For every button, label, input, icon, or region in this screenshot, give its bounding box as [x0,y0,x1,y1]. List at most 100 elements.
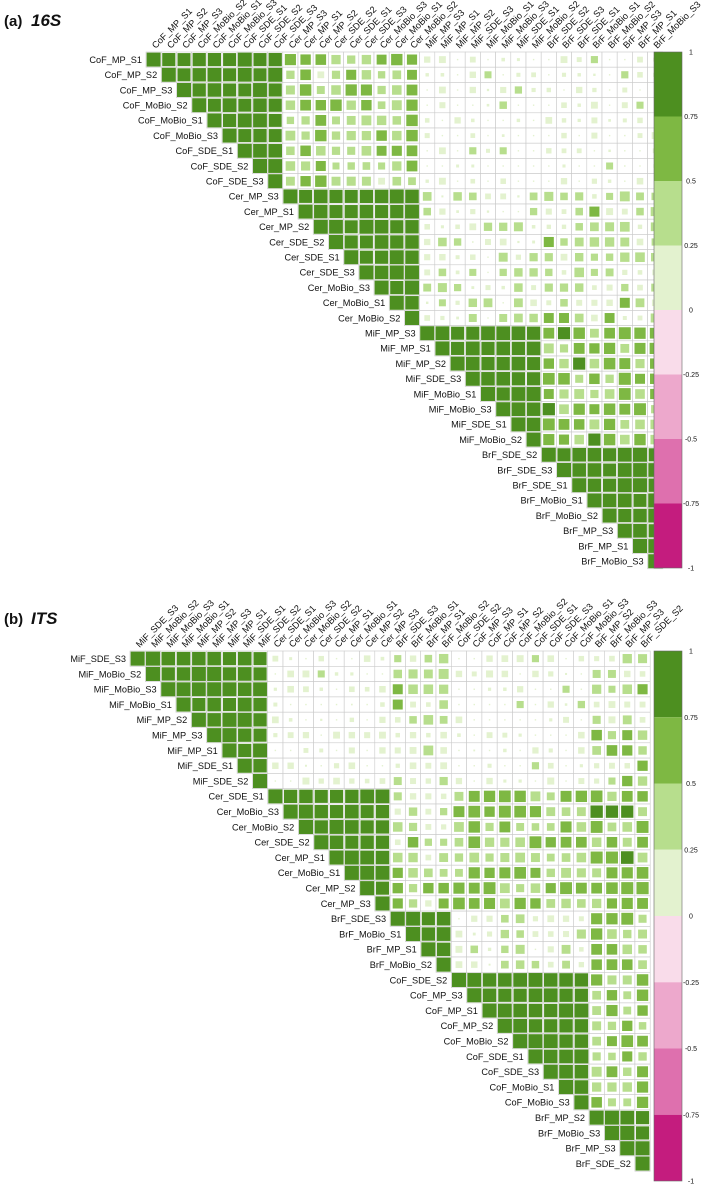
correlation-square [574,1080,589,1094]
row-label: MiF_MP_S1 [167,746,218,756]
row-label: CoF_SDE_S3 [481,1067,539,1077]
colorbar-segment [654,439,682,504]
correlation-square [542,372,555,385]
panel-b-colorbar: 1 0.75 0.5 0.25 0 -0.25 -0.5 -0.75 -1 [653,649,699,1186]
correlation-square [375,881,390,895]
correlation-square [485,822,494,832]
correlation-square [375,820,390,834]
row-label: CoF_MP_S3 [120,85,173,95]
correlation-square [559,404,569,415]
colorbar-segment [654,783,682,850]
correlation-square [543,236,554,248]
correlation-square [439,208,446,215]
correlation-square [424,238,431,246]
correlation-square [637,836,648,848]
correlation-square [499,238,507,246]
correlation-square [395,763,400,768]
correlation-square [191,712,206,727]
row-label: CoF_MoBio_S1 [138,116,203,126]
correlation-square [487,317,489,319]
correlation-square [405,311,419,325]
correlation-square [624,58,626,61]
correlation-square [517,104,520,106]
correlation-square [456,164,460,168]
correlation-square [590,851,603,864]
correlation-square [604,237,615,247]
correlation-square [207,53,221,67]
correlation-square [635,359,645,369]
correlation-square [618,388,631,400]
correlation-square [331,131,341,140]
correlation-square [514,283,523,292]
correlation-square [639,165,641,167]
correlation-square [423,882,434,894]
correlation-square [455,868,463,877]
correlation-square [333,763,340,769]
correlation-square [315,175,327,187]
correlation-square [622,775,633,787]
correlation-square [393,669,402,679]
correlation-square [559,973,573,987]
correlation-square [639,89,641,91]
correlation-square [544,1003,558,1018]
correlation-square [559,358,569,369]
correlation-square [346,100,356,110]
correlation-square [575,253,584,262]
correlation-square [576,868,586,878]
correlation-square [592,669,601,678]
correlation-square [192,651,206,666]
colorbar-tick-label: 0.75 [684,114,698,121]
correlation-square [406,145,418,157]
correlation-square [454,284,462,292]
correlation-square [621,102,628,109]
correlation-square [207,713,221,727]
correlation-square [563,716,570,723]
correlation-square [634,403,646,416]
correlation-square [408,684,418,695]
correlation-square [499,147,507,155]
correlation-square [501,914,509,923]
correlation-square [544,1019,558,1033]
correlation-square [542,418,555,431]
correlation-square [534,780,537,782]
correlation-square [637,852,648,863]
correlation-square [405,250,419,264]
colorbar-tick-label: 0 [689,914,693,921]
correlation-square [511,356,526,371]
correlation-square [455,255,460,260]
correlation-square [360,881,375,896]
correlation-square [545,883,556,894]
row-label: Cer_MoBio_S1 [323,298,385,308]
correlation-square [300,176,311,187]
correlation-square [237,682,252,697]
correlation-square [405,280,419,295]
row-label: Cer_MP_S2 [259,222,309,232]
correlation-square [606,745,618,756]
correlation-square [622,822,633,832]
correlation-square [547,777,555,785]
correlation-square [483,298,493,308]
correlation-square [406,129,418,142]
correlation-square [560,56,568,64]
correlation-square [534,734,537,736]
correlation-square [621,882,634,895]
correlation-square [361,99,372,111]
row-label: MiF_SDE_S3 [406,374,462,384]
correlation-square [638,746,647,755]
correlation-square [560,178,568,185]
correlation-square [207,67,222,82]
correlation-square [465,341,480,356]
correlation-square [545,208,552,215]
correlation-square [436,942,451,957]
correlation-square [485,853,494,862]
correlation-square [604,1110,619,1125]
colorbar-segment [654,181,682,246]
correlation-square [511,326,526,341]
correlation-square [504,765,506,767]
correlation-square [592,868,602,878]
correlation-square [519,719,521,721]
correlation-square [409,747,417,754]
correlation-square [501,670,509,678]
correlation-square [575,790,588,803]
correlation-square [332,116,340,125]
